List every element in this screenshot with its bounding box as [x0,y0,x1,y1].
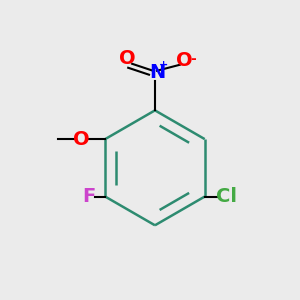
Text: -: - [191,52,197,66]
Text: F: F [83,187,96,206]
Text: +: + [159,60,169,70]
Text: Cl: Cl [216,187,237,206]
Text: O: O [176,51,193,70]
Text: N: N [149,63,165,82]
Text: O: O [119,50,136,68]
Text: O: O [73,130,90,148]
